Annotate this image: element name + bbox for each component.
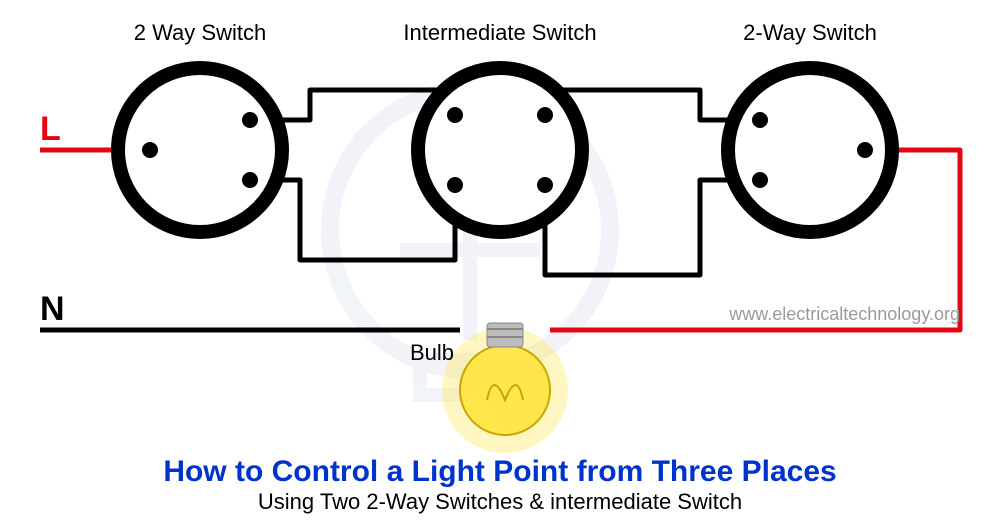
- svg-text:2 Way Switch: 2 Way Switch: [134, 20, 266, 45]
- svg-text:Intermediate Switch: Intermediate Switch: [403, 20, 596, 45]
- svg-text:N: N: [40, 290, 65, 328]
- svg-text:Bulb: Bulb: [410, 340, 454, 365]
- wiring-diagram: 2 Way Switch Intermediate Switch 2-Way Swi…: [0, 0, 1000, 530]
- svg-text:L: L: [40, 110, 61, 148]
- diagram-subtitle: Using Two 2-Way Switches & intermediate …: [0, 489, 1000, 515]
- diagram-title: How to Control a Light Point from Three …: [0, 455, 1000, 489]
- svg-text:2-Way Switch: 2-Way Switch: [743, 20, 877, 45]
- switch-rings: [118, 68, 892, 232]
- svg-text:www.electricaltechnology.org: www.electricaltechnology.org: [728, 304, 960, 324]
